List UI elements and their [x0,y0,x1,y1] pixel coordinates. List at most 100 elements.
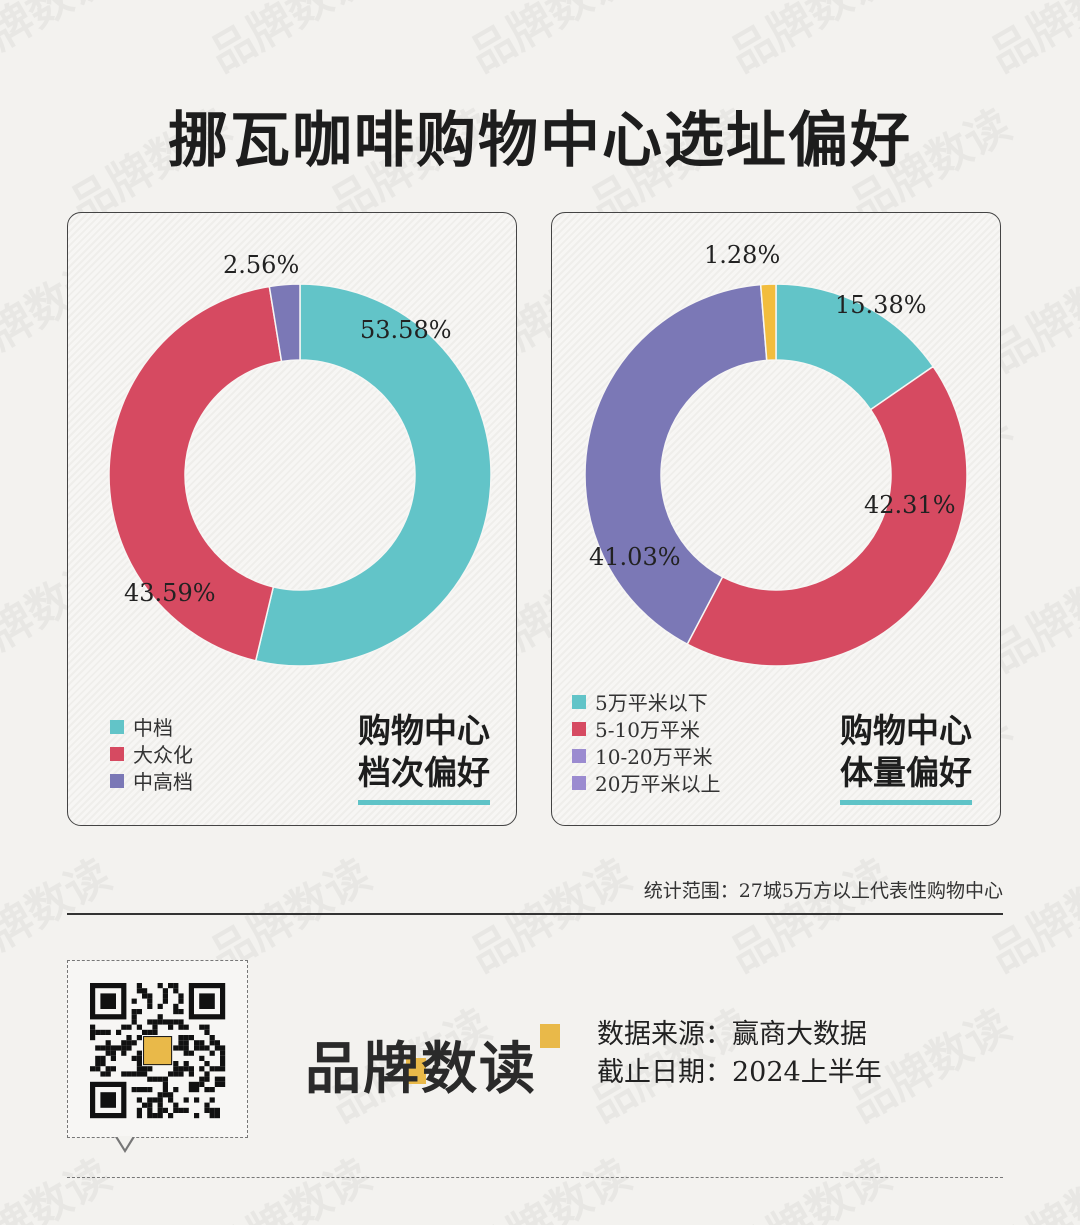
qr-module [147,1102,153,1108]
qr-module [214,1076,220,1082]
qr-module [204,1045,210,1051]
size-heading-line1: 购物中心 [840,711,972,750]
qr-module [126,1045,132,1051]
donut-slice-1 [686,365,968,667]
qr-module [100,1071,106,1077]
qr-module [194,1113,200,1119]
qr-module [173,988,179,994]
qr-module [204,1087,210,1093]
qr-module [95,1066,101,1072]
qr-module [168,1024,174,1030]
qr-module [126,1040,132,1046]
qr-module [178,1024,184,1030]
qr-module [168,1092,174,1098]
qr-module [136,1113,142,1119]
qr-module [173,1003,179,1009]
qr-module [183,1107,189,1113]
qr-module [152,1097,158,1103]
qr-module [136,1066,142,1072]
data-label-0: 53.58% [360,316,452,344]
qr-module [199,1076,205,1082]
legend-label: 5万平米以下 [595,691,708,715]
qr-module [188,1071,194,1077]
qr-module [157,1019,163,1025]
qr-module [220,1081,226,1087]
qr-module [209,1035,215,1041]
qr-module [131,1014,137,1020]
watermark-text: 品牌数读 [0,1140,120,1225]
watermark-text: 品牌数读 [976,1140,1080,1225]
qr-module [116,1029,122,1035]
qr-module [110,1045,116,1051]
qr-module [152,1113,158,1119]
qr-module [121,1040,127,1046]
qr-module [136,1061,142,1067]
watermark-text: 品牌数读 [0,0,120,84]
qr-module [168,983,174,989]
qr-module [142,1102,148,1108]
qr-module [162,993,168,999]
qr-module [157,1014,163,1020]
qr-module [126,1035,132,1041]
qr-module [220,1045,226,1051]
qr-module [131,1009,137,1015]
qr-module [214,1081,220,1087]
qr-module [100,1029,106,1035]
qr-module [194,1045,200,1051]
donut-slice-3 [759,283,777,362]
watermark-text: 品牌数读 [716,840,900,983]
qr-module [204,1076,210,1082]
qr-module [209,1066,215,1072]
qr-module [199,1040,205,1046]
qr-module [209,1107,215,1113]
legend-item: 5-10万平米 [572,715,720,742]
qr-module [199,1045,205,1051]
qr-module [100,1061,106,1067]
qr-module [209,1113,215,1119]
qr-module [142,1066,148,1072]
qr-module [157,1113,163,1119]
qr-module [178,1019,184,1025]
qr-module [142,1029,148,1035]
qr-module [204,1029,210,1035]
size-heading-underline [840,800,972,805]
legend-label: 10-20万平米 [595,745,713,769]
qr-module [110,1055,116,1061]
qr-module [188,1081,194,1087]
qr-module [152,1019,158,1025]
qr-module [157,983,163,989]
qr-module [147,1113,153,1119]
qr-module [157,1102,163,1108]
qr-module [178,1066,184,1072]
data-label-1: 42.31% [864,491,956,519]
qr-module [178,1040,184,1046]
qr-module [168,1071,174,1077]
qr-module [199,1055,205,1061]
date-line: 截止日期：2024上半年 [597,1057,882,1088]
size-legend: 5万平米以下 5-10万平米 10-20万平米 20万平米以上 [572,688,720,796]
qr-module [173,1071,179,1077]
qr-module [214,1045,220,1051]
qr-module [100,1055,106,1061]
qr-module [173,983,179,989]
qr-module [136,1009,142,1015]
qr-module [220,1055,226,1061]
qr-module [183,1024,189,1030]
legend-swatch [572,748,586,763]
qr-module [173,1019,179,1025]
size-donut-chart: 15.38% 42.31% 41.03% 1.28% [584,241,968,667]
qr-module [147,1019,153,1025]
qr-module [214,1040,220,1046]
qr-module [178,1035,184,1041]
qr-module [110,1066,116,1072]
qr-module [188,1050,194,1056]
qr-module [152,1076,158,1082]
donut-slice-2 [268,283,301,363]
data-label-3: 1.28% [704,241,780,269]
donut-slice-0 [254,283,492,667]
source-line: 数据来源：赢商大数据 [597,1019,867,1050]
qr-module [90,1066,96,1072]
qr-module [199,1066,205,1072]
qr-module [162,988,168,994]
qr-module [204,1024,210,1030]
